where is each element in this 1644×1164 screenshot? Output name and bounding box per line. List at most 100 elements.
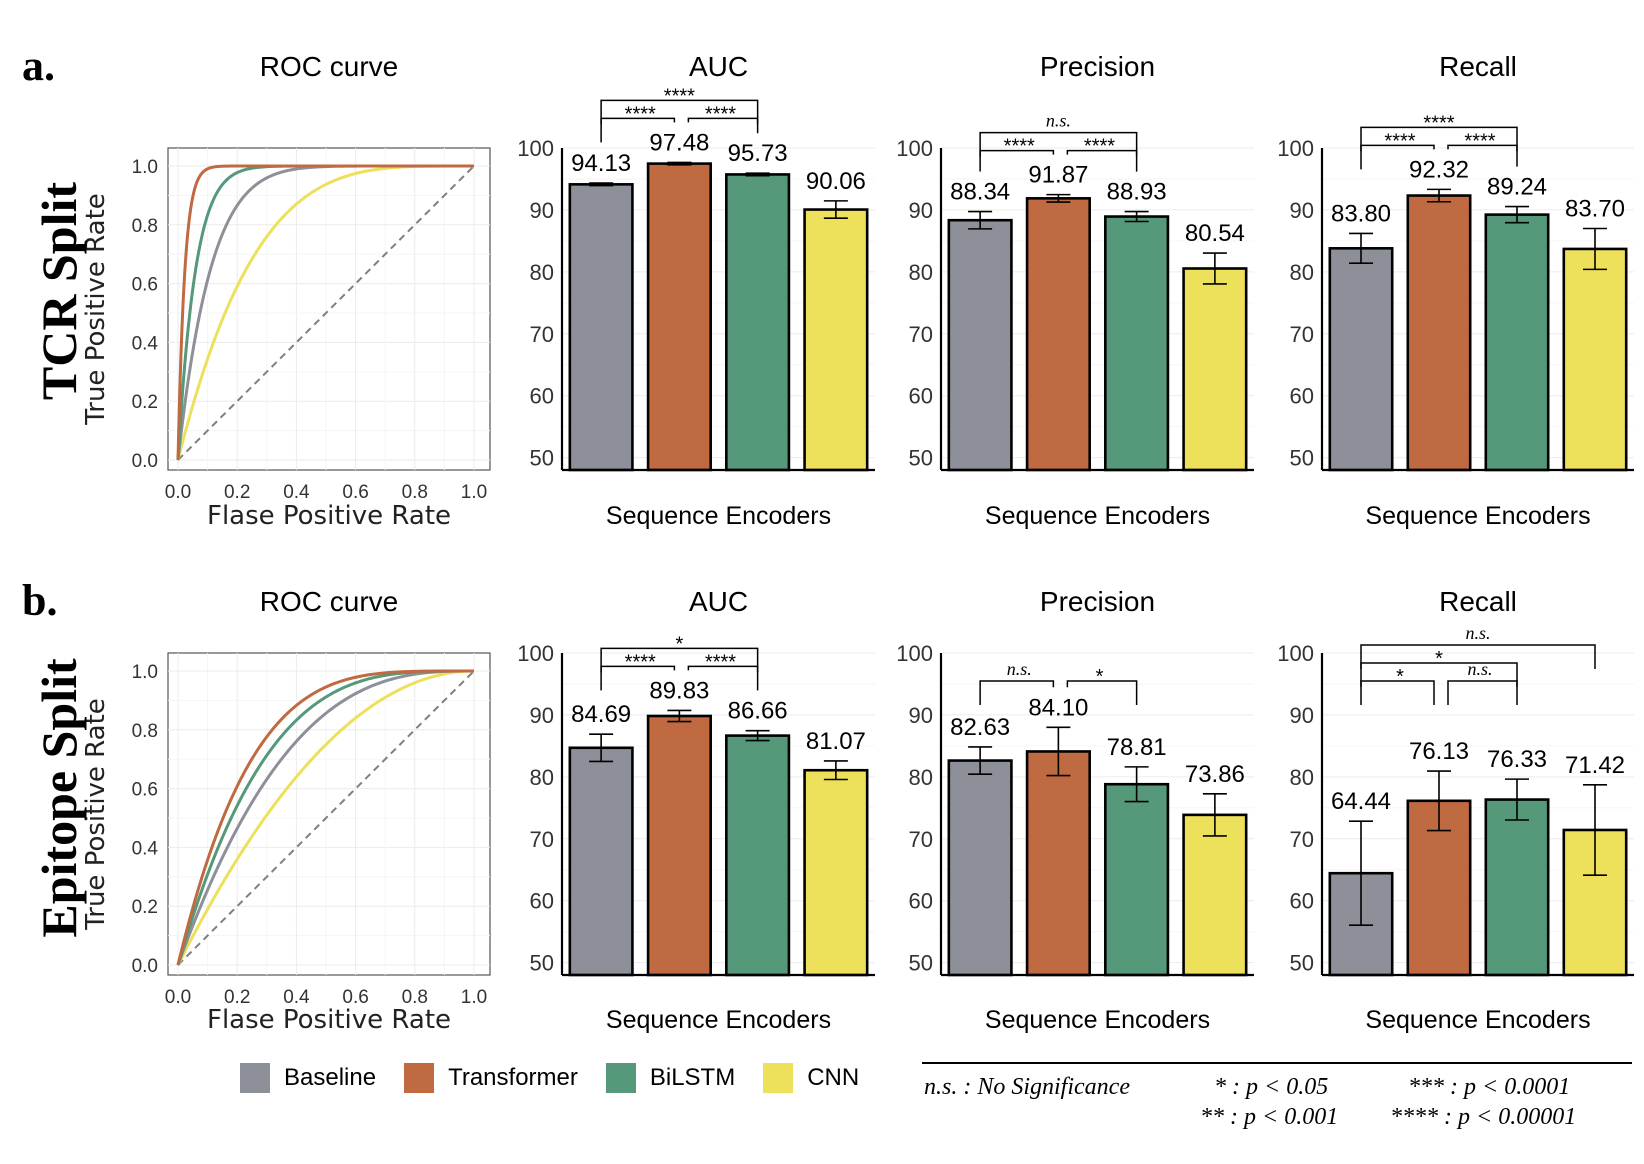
sig-bracket-text-7-2: * [1435, 648, 1443, 670]
sig-bracket-text-5-2: * [675, 633, 683, 655]
sig-bracket-2-0 [979, 149, 1055, 172]
bar-ytick-5-0: 50 [530, 951, 554, 976]
sig-bracket-3-2 [1360, 126, 1518, 152]
sig-bracket-text-5-0: **** [625, 651, 656, 673]
bar-baseline-1 [568, 183, 634, 472]
bar-cnn-3 [1562, 247, 1628, 472]
bar-baseline-5 [568, 746, 634, 977]
sig-bracket-text-7-3: n.s. [1465, 623, 1490, 643]
row-a-letter: a. [22, 41, 55, 90]
sig-bracket-1-0 [600, 117, 676, 143]
legend-label-baseline: Baseline [284, 1064, 377, 1091]
bar-baseline-6 [947, 759, 1013, 977]
sig-key-1star: * : p < 0.05 [1214, 1074, 1329, 1100]
bar-title-5: AUC [689, 586, 748, 617]
bar-value-label-cnn-3: 83.70 [1565, 196, 1625, 223]
roc-ytick-4-1: 0.2 [132, 897, 158, 918]
bar-xlabel-1: Sequence Encoders [606, 502, 831, 530]
bar-ytick-5-5: 100 [517, 641, 554, 666]
sig-bracket-line-7-0 [1360, 680, 1435, 705]
sig-bracket-line-1-0 [600, 117, 676, 143]
bar-xlabel-6: Sequence Encoders [985, 1006, 1210, 1034]
bar-value-label-baseline-7: 64.44 [1331, 788, 1391, 815]
bar-ytick-7-4: 90 [1290, 703, 1314, 728]
sig-bracket-6-1 [1066, 680, 1138, 705]
legend-item-cnn: CNN [763, 1063, 859, 1093]
bar-ytick-7-0: 50 [1290, 951, 1314, 976]
bar-ytick-7-5: 100 [1277, 641, 1314, 666]
sig-bracket-text-7-0: * [1396, 666, 1404, 688]
sig-bracket-2-1 [1066, 149, 1138, 172]
legend-swatch-transformer [404, 1063, 435, 1093]
bar-ytick-2-0: 50 [909, 446, 933, 471]
roc-curve-cnn-0 [176, 164, 474, 461]
bar-ytick-2-1: 60 [909, 384, 933, 409]
sig-bracket-line-2-1 [1066, 149, 1138, 172]
sig-bracket-line-2-0 [979, 149, 1055, 172]
roc-xtick-4-5: 1.0 [461, 987, 487, 1008]
bar-bilstm-2 [1104, 215, 1170, 472]
roc-ytick-0-1: 0.2 [132, 392, 158, 413]
sig-bracket-line-5-1 [687, 665, 759, 691]
bar-value-label-cnn-7: 71.42 [1565, 752, 1625, 779]
roc-ytick-0-3: 0.6 [132, 275, 158, 296]
sig-bracket-line-5-0 [600, 665, 676, 691]
sig-bracket-line-3-0 [1360, 144, 1435, 170]
legend-swatch-baseline [240, 1063, 270, 1093]
legend: Baseline Transformer BiLSTM CNN [240, 1060, 887, 1096]
roc-xtick-0-5: 1.0 [461, 482, 487, 503]
roc-xtick-0-4: 0.8 [402, 482, 428, 503]
bar-bilstm-5 [725, 734, 791, 977]
sig-bracket-line-3-2 [1360, 126, 1518, 152]
bar-xlabel-5: Sequence Encoders [606, 1006, 831, 1034]
bar-ytick-2-3: 80 [909, 260, 933, 285]
bar-title-6: Precision [1040, 586, 1155, 617]
sig-bracket-line-2-2 [979, 131, 1138, 157]
bar-ytick-3-3: 80 [1290, 260, 1314, 285]
bar-transformer-6 [1025, 750, 1091, 977]
bar-value-label-bilstm-1: 95.73 [728, 140, 788, 167]
bar-transformer-3 [1406, 194, 1472, 472]
bar-title-2: Precision [1040, 51, 1155, 82]
sig-bracket-2-2 [979, 131, 1138, 157]
bar-ytick-3-4: 90 [1290, 198, 1314, 223]
sig-bracket-7-3 [1360, 644, 1596, 669]
bar-ytick-1-2: 70 [530, 322, 554, 347]
legend-label-cnn: CNN [807, 1064, 860, 1091]
bar-ytick-3-5: 100 [1277, 136, 1314, 161]
sig-bracket-5-0 [600, 665, 676, 691]
sig-key-4star: **** : p < 0.00001 [1390, 1104, 1577, 1130]
sig-bracket-text-7-1: n.s. [1467, 659, 1492, 679]
bar-ytick-5-1: 60 [530, 889, 554, 914]
sig-bracket-text-6-1: * [1096, 666, 1104, 688]
bar-bilstm-7 [1484, 798, 1550, 977]
bar-value-label-cnn-5: 81.07 [806, 728, 866, 755]
bar-transformer-5 [646, 714, 712, 977]
bar-ytick-5-4: 90 [530, 703, 554, 728]
bar-xlabel-2: Sequence Encoders [985, 502, 1210, 530]
bar-value-label-cnn-6: 73.86 [1185, 761, 1245, 788]
bar-ytick-1-4: 90 [530, 198, 554, 223]
bar-title-7: Recall [1439, 586, 1517, 617]
bar-ytick-3-0: 50 [1290, 446, 1314, 471]
bar-cnn-5 [803, 768, 869, 977]
roc-ytick-0-0: 0.0 [132, 451, 158, 472]
bar-value-label-cnn-2: 80.54 [1185, 220, 1245, 247]
row-b-letter: b. [22, 576, 58, 625]
sig-bracket-text-3-2: **** [1423, 112, 1454, 134]
roc-title-4: ROC curve [260, 586, 398, 617]
legend-item-transformer: Transformer [404, 1063, 578, 1093]
sig-bracket-line-7-1 [1447, 680, 1518, 705]
bar-value-label-transformer-2: 91.87 [1028, 162, 1088, 189]
sig-bracket-3-1 [1447, 144, 1518, 167]
bar-ytick-7-2: 70 [1290, 827, 1314, 852]
bar-value-label-baseline-1: 94.13 [571, 150, 631, 177]
sig-bracket-line-6-0 [979, 680, 1055, 705]
bar-cnn-1 [803, 208, 869, 472]
roc-ytick-0-4: 0.8 [132, 216, 158, 237]
bar-bilstm-1 [725, 173, 791, 472]
bar-ytick-6-4: 90 [909, 703, 933, 728]
bar-ytick-7-3: 80 [1290, 765, 1314, 790]
bar-ytick-1-0: 50 [530, 446, 554, 471]
bar-value-label-bilstm-7: 76.33 [1487, 746, 1547, 773]
